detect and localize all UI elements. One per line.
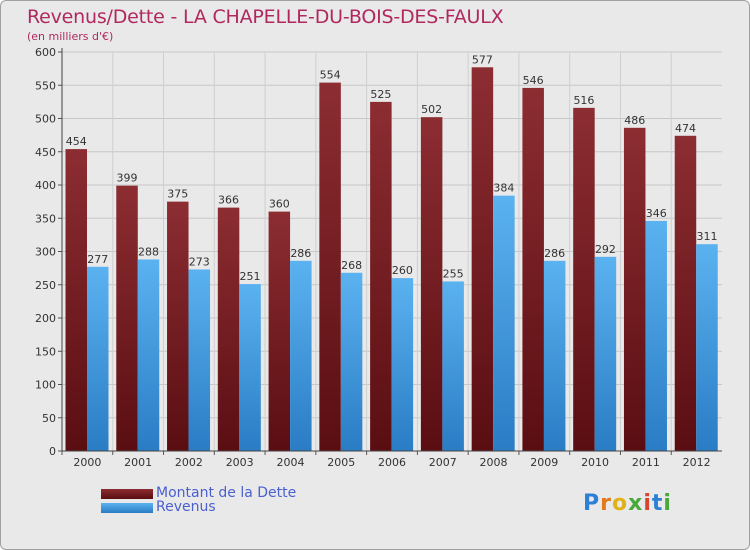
- logo-letter: t: [651, 491, 664, 516]
- x-tick-label-2000: 2000: [73, 456, 101, 469]
- x-tick-label-2006: 2006: [378, 456, 406, 469]
- bar-revenue-2005: [340, 272, 363, 451]
- bar-debt-2012: [674, 135, 697, 452]
- data-label-revenue-2003: 251: [240, 270, 261, 283]
- proxiti-logo: Proxiti: [583, 491, 672, 516]
- y-tick-label: 50: [42, 412, 56, 425]
- bar-revenue-2007: [442, 281, 464, 451]
- x-tick-label-2008: 2008: [480, 456, 508, 469]
- legend-swatch-revenue: [101, 503, 153, 513]
- data-label-revenue-2008: 384: [493, 182, 514, 195]
- legend-label-revenue: Revenus: [156, 499, 216, 515]
- y-tick-label: 150: [35, 345, 56, 358]
- y-tick-label: 550: [35, 79, 56, 92]
- bar-revenue-2009: [543, 260, 566, 451]
- data-label-revenue-2001: 288: [138, 245, 159, 258]
- y-tick-label: 250: [35, 279, 56, 292]
- x-tick-label-2004: 2004: [276, 456, 304, 469]
- data-label-revenue-2005: 268: [341, 259, 362, 272]
- data-label-revenue-2002: 273: [189, 255, 210, 268]
- bar-debt-2008: [471, 67, 494, 452]
- bar-debt-2002: [167, 201, 189, 451]
- data-label-revenue-2000: 277: [87, 253, 108, 266]
- bar-revenue-2012: [696, 244, 718, 451]
- data-label-debt-2012: 474: [675, 122, 696, 135]
- logo-letter: i: [663, 491, 672, 516]
- chart-subtitle: (en milliers d'€): [27, 30, 114, 43]
- data-label-debt-2010: 516: [573, 94, 594, 107]
- x-tick-label-2003: 2003: [226, 456, 254, 469]
- data-label-debt-2002: 375: [167, 188, 188, 201]
- logo-letter: x: [628, 491, 644, 516]
- x-tick-label-2009: 2009: [530, 456, 558, 469]
- logo-letter: r: [600, 491, 612, 516]
- legend-label-debt: Montant de la Dette: [156, 485, 297, 501]
- bar-debt-2001: [116, 185, 138, 452]
- bar-revenue-2000: [87, 266, 109, 451]
- data-label-debt-2001: 399: [117, 172, 138, 185]
- bar-revenue-2008: [493, 195, 515, 451]
- bar-revenue-2010: [594, 256, 617, 451]
- data-label-debt-2007: 502: [421, 103, 442, 116]
- x-tick-label-2002: 2002: [175, 456, 203, 469]
- axes: 0 50 100 150 200 250 300 350 400 450 500 550 600 2000…: [35, 46, 722, 469]
- y-tick-label: 600: [35, 46, 56, 59]
- x-tick-label-2001: 2001: [124, 456, 152, 469]
- bar-debt-2010: [573, 107, 595, 452]
- x-tick-label-2007: 2007: [429, 456, 457, 469]
- y-tick-label: 100: [35, 379, 56, 392]
- data-label-debt-2005: 554: [320, 69, 341, 82]
- bar-debt-2006: [370, 101, 392, 451]
- y-tick-label: 0: [49, 445, 56, 458]
- data-label-debt-2011: 486: [624, 114, 645, 127]
- bar-debt-2000: [65, 149, 87, 451]
- bar-revenue-2006: [391, 278, 414, 451]
- data-label-debt-2000: 454: [66, 135, 87, 148]
- bar-debt-2005: [319, 82, 341, 451]
- data-label-debt-2003: 366: [218, 194, 239, 207]
- bar-debt-2007: [420, 117, 443, 452]
- data-label-revenue-2004: 286: [290, 247, 311, 260]
- y-tick-label: 450: [35, 146, 56, 159]
- data-label-revenue-2009: 286: [544, 247, 565, 260]
- bar-revenue-2003: [239, 284, 261, 451]
- x-tick-label-2010: 2010: [581, 456, 609, 469]
- logo-letter: P: [583, 491, 601, 516]
- chart-title: Revenus/Dette - LA CHAPELLE-DU-BOIS-DES-…: [27, 6, 504, 28]
- bar-revenue-2011: [645, 220, 667, 451]
- y-tick-label: 350: [35, 212, 56, 225]
- bar-revenue-2001: [137, 259, 160, 451]
- bar-debt-2009: [522, 87, 544, 451]
- data-label-revenue-2006: 260: [392, 264, 413, 277]
- data-label-revenue-2010: 292: [595, 243, 616, 256]
- data-label-revenue-2007: 255: [443, 267, 464, 280]
- bar-debt-2004: [268, 211, 291, 451]
- y-tick-label: 300: [35, 246, 56, 259]
- logo-letter: i: [643, 491, 652, 516]
- x-tick-label-2011: 2011: [632, 456, 660, 469]
- data-label-debt-2008: 577: [472, 53, 493, 66]
- y-tick-label: 200: [35, 312, 56, 325]
- bar-revenue-2002: [188, 269, 211, 451]
- legend-swatch-debt: [101, 489, 153, 499]
- y-tick-label: 500: [35, 113, 56, 126]
- data-labels: 454 277 399 288 375 273 366 251 360 286 554 268 525 2…: [66, 53, 718, 283]
- data-label-debt-2004: 360: [269, 198, 290, 211]
- y-tick-label: 400: [35, 179, 56, 192]
- bar-debt-2011: [623, 127, 646, 451]
- data-label-revenue-2011: 346: [646, 207, 667, 220]
- x-tick-label-2005: 2005: [327, 456, 355, 469]
- data-label-debt-2006: 525: [370, 88, 391, 101]
- bar-debt-2003: [217, 207, 240, 451]
- x-tick-label-2012: 2012: [683, 456, 711, 469]
- bars: [65, 67, 718, 452]
- bar-revenue-2004: [290, 260, 312, 451]
- data-label-debt-2009: 546: [523, 74, 544, 87]
- data-label-revenue-2012: 311: [696, 230, 717, 243]
- logo-letter: o: [611, 491, 629, 516]
